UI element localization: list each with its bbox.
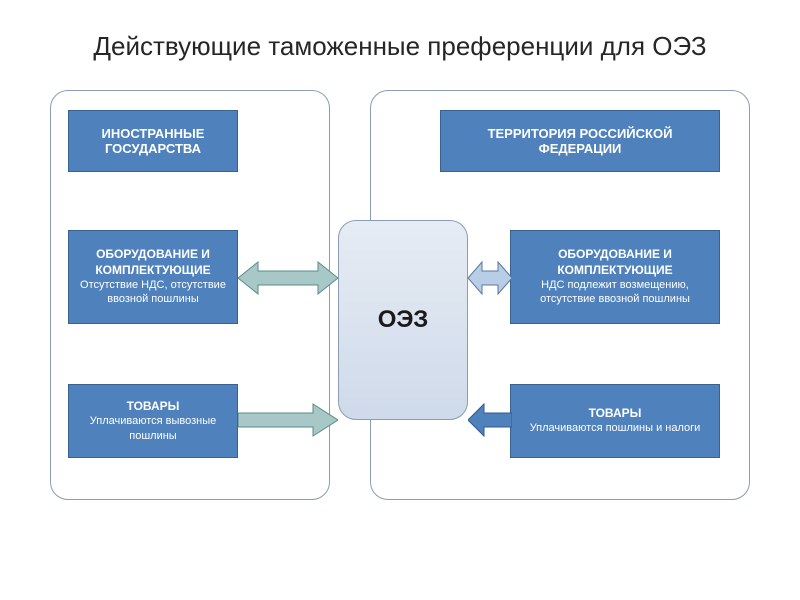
label-right-equipment-text: НДС подлежит возмещению, отсутствие ввоз… [519, 278, 711, 307]
label-russia-territory: ТЕРРИТОРИЯ РОССИЙСКОЙ ФЕДЕРАЦИИ [449, 126, 711, 156]
label-right-goods-title: ТОВАРЫ [589, 406, 642, 422]
arrow-right-mid-double [468, 260, 512, 296]
label-foreign-states: ИНОСТРАННЫЕ ГОСУДАРСТВА [77, 126, 229, 156]
arrow-left-mid-double [238, 260, 338, 296]
label-right-equipment-title: ОБОРУДОВАНИЕ И КОМПЛЕКТУЮЩИЕ [519, 247, 711, 278]
box-left-equipment: ОБОРУДОВАНИЕ И КОМПЛЕКТУЮЩИЕ Отсутствие … [68, 230, 238, 324]
arrow-right-low-left [468, 402, 512, 438]
box-foreign-states: ИНОСТРАННЫЕ ГОСУДАРСТВА [68, 110, 238, 172]
box-right-equipment: ОБОРУДОВАНИЕ И КОМПЛЕКТУЮЩИЕ НДС подлежи… [510, 230, 720, 324]
box-left-goods: ТОВАРЫ Уплачиваются вывозные пошлины [68, 384, 238, 458]
label-right-goods-text: Уплачиваются пошлины и налоги [530, 421, 701, 435]
label-left-goods-title: ТОВАРЫ [127, 399, 180, 415]
center-node-oez: ОЭЗ [338, 220, 468, 420]
box-right-goods: ТОВАРЫ Уплачиваются пошлины и налоги [510, 384, 720, 458]
box-russia-territory: ТЕРРИТОРИЯ РОССИЙСКОЙ ФЕДЕРАЦИИ [440, 110, 720, 172]
label-left-goods-text: Уплачиваются вывозные пошлины [77, 414, 229, 443]
label-left-equipment-text: Отсутствие НДС, отсутствие ввозной пошли… [77, 278, 229, 307]
label-oez: ОЭЗ [378, 306, 428, 334]
arrow-left-low-right [238, 402, 338, 438]
page-title: Действующие таможенные преференции для О… [0, 0, 800, 74]
diagram-container: ИНОСТРАННЫЕ ГОСУДАРСТВА ОБОРУДОВАНИЕ И К… [20, 84, 780, 514]
label-left-equipment-title: ОБОРУДОВАНИЕ И КОМПЛЕКТУЮЩИЕ [77, 247, 229, 278]
